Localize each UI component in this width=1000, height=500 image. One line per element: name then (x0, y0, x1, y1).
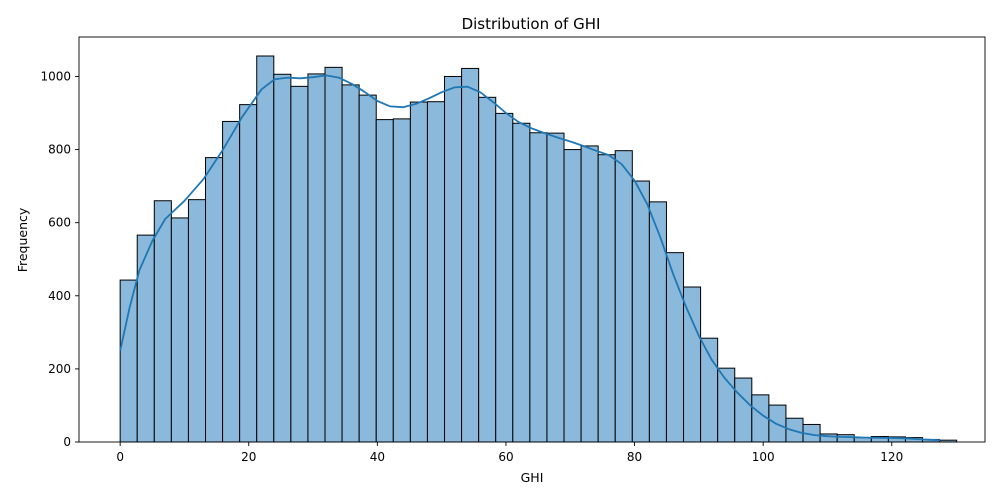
histogram-bar (358, 94, 377, 443)
chart-title: Distribution of GHI (462, 15, 601, 33)
y-tick-label: 800 (48, 143, 71, 157)
x-tick-label: 60 (498, 450, 513, 464)
histogram-bar (136, 234, 155, 443)
y-tick-label: 1000 (40, 69, 71, 83)
histogram-bar (648, 201, 667, 443)
histogram-bar (409, 101, 428, 443)
x-tick-label: 40 (370, 450, 385, 464)
histogram-bar (205, 157, 224, 443)
kde-line (119, 74, 941, 442)
histogram-bar (153, 200, 172, 443)
y-tick-label: 200 (48, 362, 71, 376)
x-tick-label: 80 (627, 450, 642, 464)
histogram-bar (495, 112, 514, 443)
histogram-bar (290, 85, 309, 443)
histogram-bar (273, 73, 292, 443)
x-tick-label: 100 (752, 450, 775, 464)
histogram-bars (119, 55, 958, 443)
histogram-bar (683, 286, 702, 443)
histogram-bar (461, 67, 480, 443)
histogram-bar (392, 118, 411, 443)
histogram-bar (375, 119, 394, 443)
y-axis-label: Frequency (15, 207, 30, 272)
y-tick-label: 0 (63, 435, 71, 449)
histogram-bar (631, 180, 650, 443)
histogram-bar (324, 66, 343, 443)
histogram-bar (187, 199, 207, 443)
histogram-bar (426, 101, 446, 443)
kde-layer (119, 74, 941, 442)
histogram-bar (256, 55, 275, 443)
histogram-bar (836, 434, 855, 443)
histogram-bar (239, 104, 258, 443)
histogram-bar (341, 84, 360, 443)
x-tick-label: 120 (880, 450, 903, 464)
histogram-bar (478, 96, 497, 443)
histogram-bar (444, 75, 463, 443)
x-tick-label: 0 (116, 450, 124, 464)
histogram-bar (222, 120, 241, 443)
histogram-bar (597, 154, 616, 443)
histogram-bar (170, 217, 189, 443)
histogram-bar (512, 122, 531, 443)
y-tick-label: 400 (48, 289, 71, 303)
x-axis: 0 20 40 60 80 100 120 (116, 442, 903, 464)
histogram-bar (734, 377, 753, 443)
histogram-bar (563, 149, 582, 443)
y-axis: 0 200 400 600 800 1000 (40, 69, 79, 449)
histogram-bar (119, 279, 138, 443)
histogram-bar (546, 132, 565, 443)
histogram-bar (614, 150, 633, 443)
y-tick-label: 600 (48, 216, 71, 230)
histogram-bar (580, 145, 599, 443)
histogram-bar (529, 132, 548, 443)
x-tick-label: 20 (241, 450, 256, 464)
plot-frame (78, 36, 986, 443)
x-axis-label: GHI (521, 470, 544, 485)
histogram-bar (307, 73, 326, 443)
